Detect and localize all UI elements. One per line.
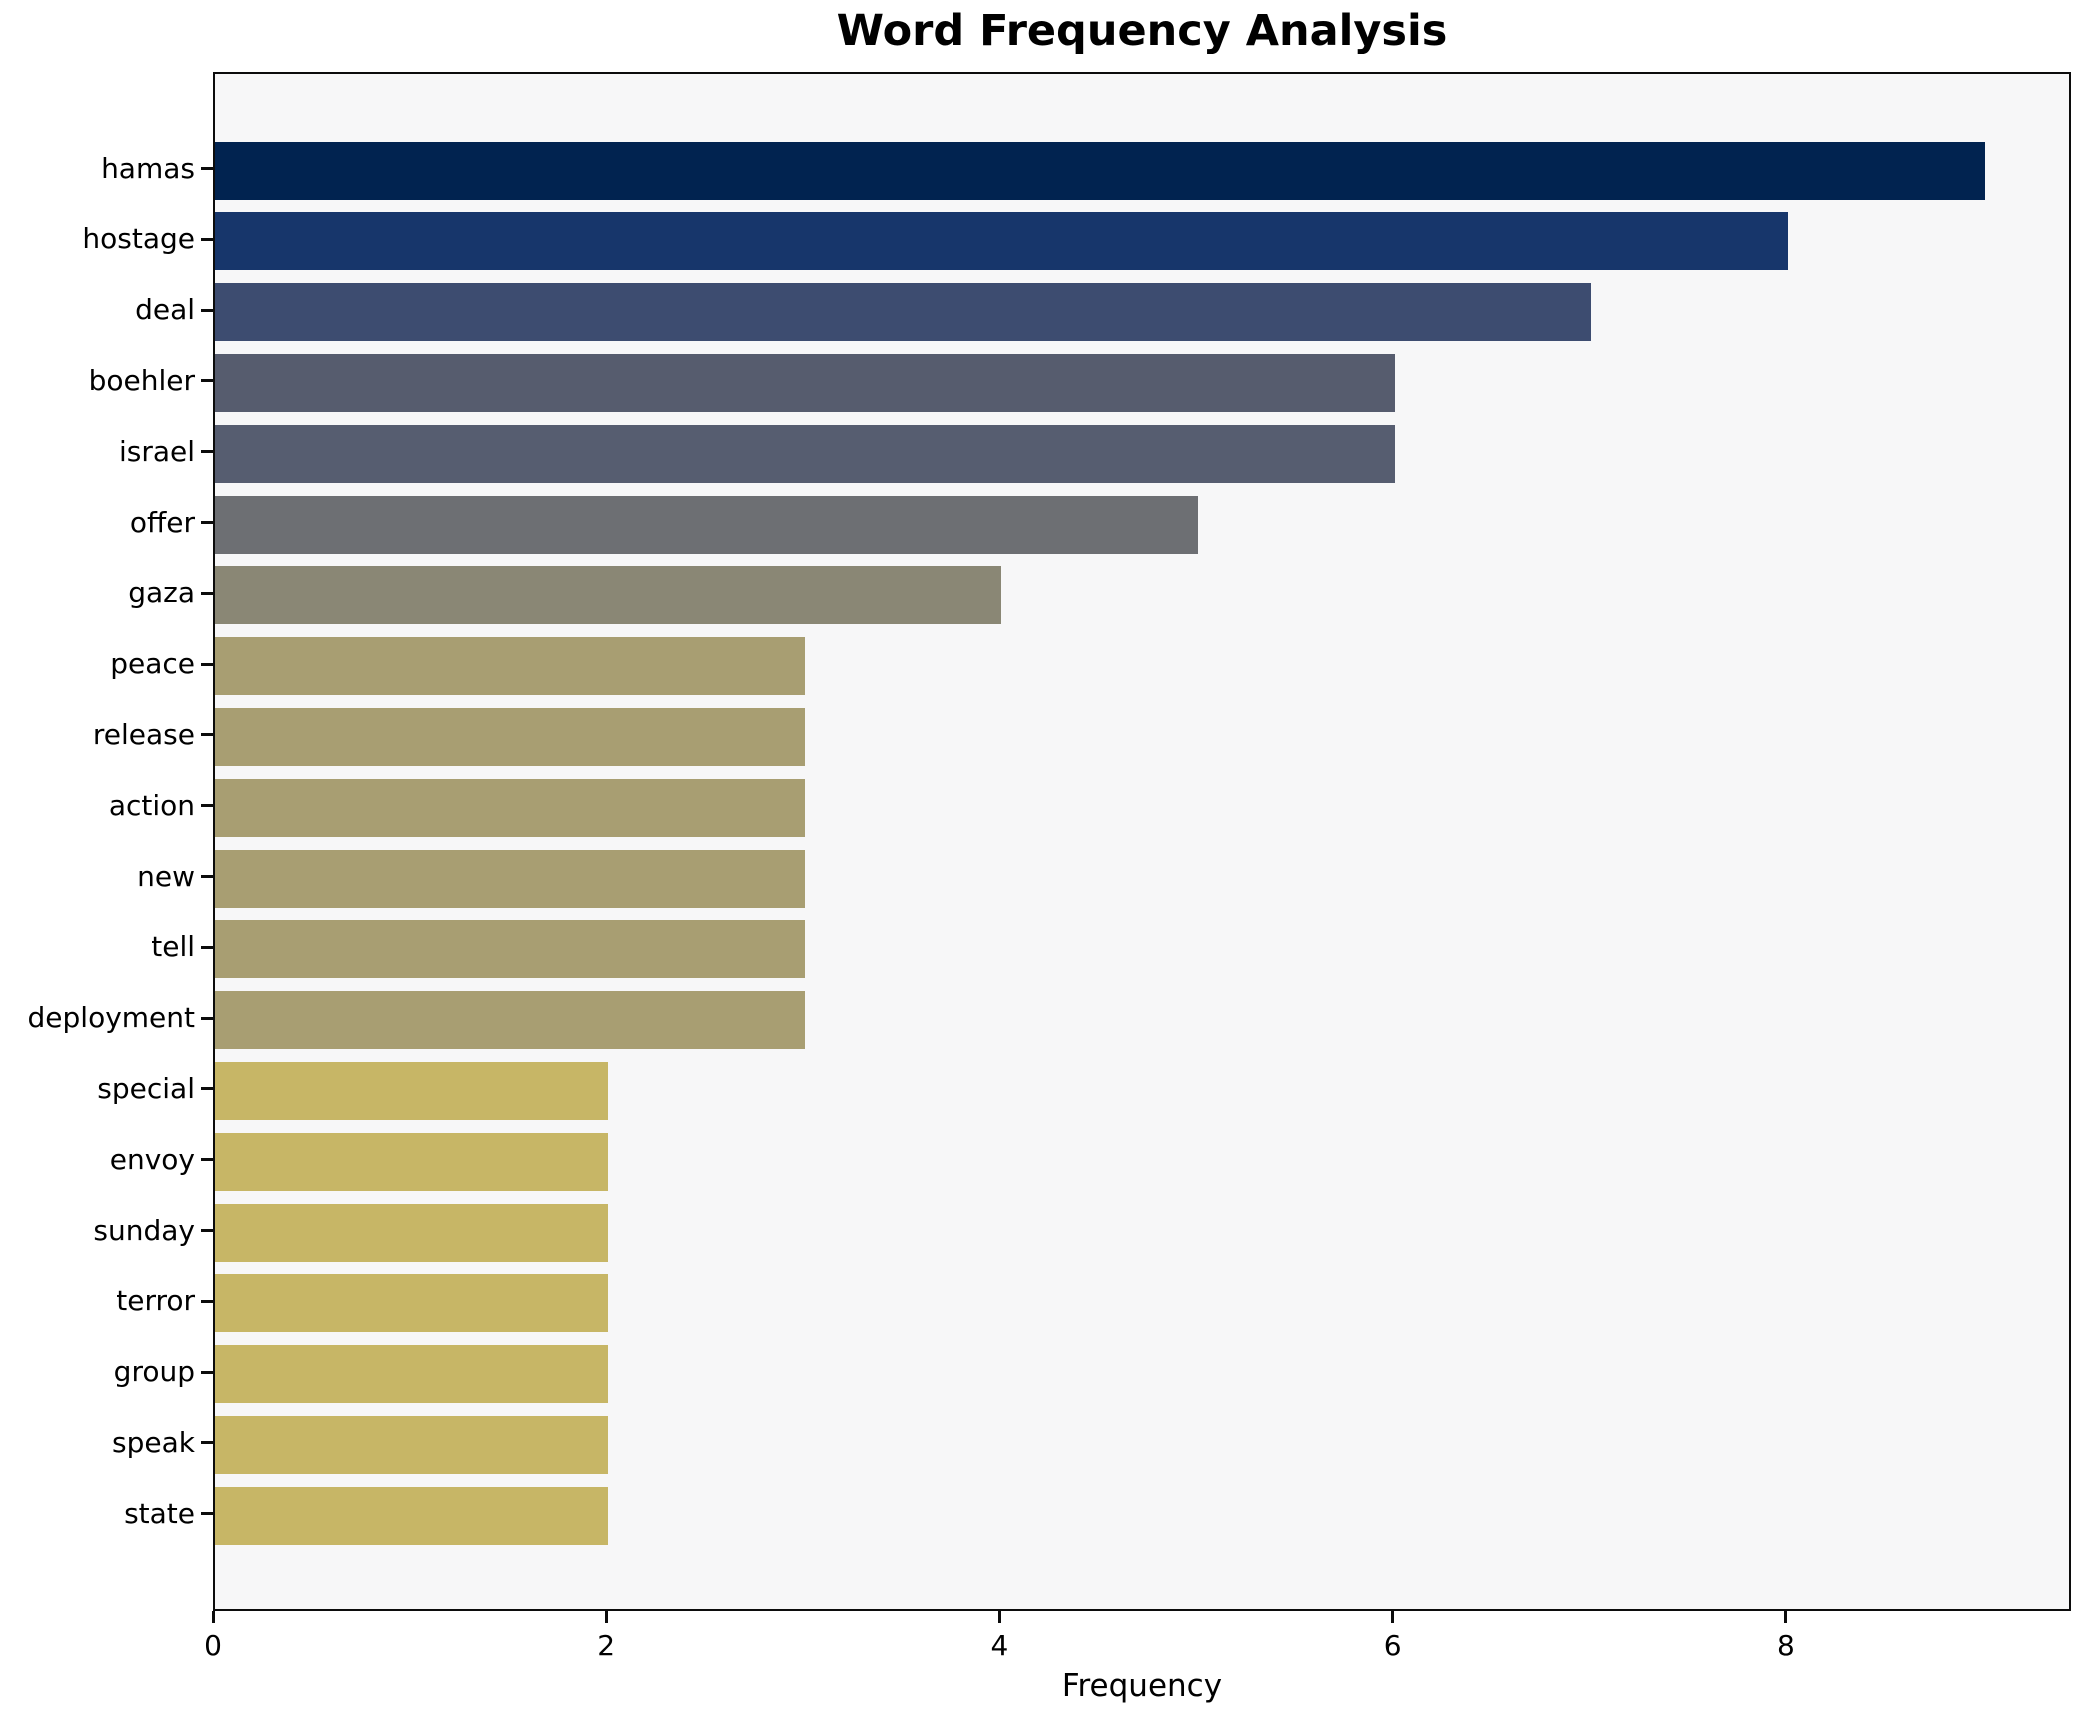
y-axis-label: group bbox=[113, 1355, 195, 1389]
bar-gaza bbox=[215, 566, 1002, 625]
x-tick-label: 8 bbox=[1776, 1629, 1795, 1662]
bar-deployment bbox=[215, 991, 805, 1050]
bar-new bbox=[215, 849, 805, 908]
bar-tell bbox=[215, 920, 805, 979]
bar-israel bbox=[215, 424, 1395, 483]
y-tick bbox=[201, 1229, 213, 1232]
y-tick bbox=[201, 521, 213, 524]
y-tick bbox=[201, 662, 213, 666]
bar-state bbox=[215, 1486, 609, 1545]
y-tick bbox=[201, 875, 213, 878]
bar-hostage bbox=[215, 212, 1788, 271]
x-tick-label: 2 bbox=[597, 1629, 616, 1662]
bar-group bbox=[215, 1345, 609, 1404]
y-axis-label: speak bbox=[112, 1425, 195, 1459]
y-tick bbox=[201, 804, 213, 808]
y-axis-label: offer bbox=[129, 505, 195, 539]
y-tick bbox=[201, 167, 213, 170]
plot-area bbox=[213, 72, 2071, 1611]
y-tick bbox=[201, 450, 213, 454]
y-tick bbox=[201, 733, 213, 737]
y-tick bbox=[201, 1016, 213, 1020]
x-tick bbox=[211, 1611, 215, 1623]
y-tick bbox=[201, 1512, 213, 1516]
bar-deal bbox=[215, 283, 1592, 342]
y-axis-label: boehler bbox=[88, 363, 195, 397]
y-axis-label: hamas bbox=[101, 151, 195, 185]
y-axis-label: action bbox=[108, 788, 195, 822]
bar-release bbox=[215, 707, 805, 766]
bar-envoy bbox=[215, 1132, 609, 1191]
y-axis-label: new bbox=[137, 859, 195, 893]
y-axis-label: hostage bbox=[82, 222, 195, 256]
bar-terror bbox=[215, 1274, 609, 1333]
chart-title: Word Frequency Analysis bbox=[836, 6, 1448, 56]
bar-boehler bbox=[215, 353, 1395, 412]
y-tick bbox=[201, 1441, 213, 1445]
y-tick bbox=[201, 379, 213, 383]
bar-speak bbox=[215, 1415, 609, 1474]
x-tick bbox=[1391, 1611, 1395, 1623]
y-axis-label: deployment bbox=[27, 1001, 195, 1035]
bar-peace bbox=[215, 637, 805, 696]
y-axis-label: israel bbox=[118, 434, 195, 468]
y-tick bbox=[201, 237, 213, 241]
y-tick bbox=[201, 1370, 213, 1374]
y-axis-label: special bbox=[97, 1071, 195, 1105]
y-tick bbox=[201, 1299, 213, 1303]
bar-hamas bbox=[215, 141, 1985, 200]
x-tick bbox=[604, 1611, 608, 1623]
x-axis-title: Frequency bbox=[1061, 1668, 1223, 1704]
y-axis-label: state bbox=[124, 1496, 195, 1530]
y-tick bbox=[201, 1158, 213, 1162]
y-axis-label: terror bbox=[116, 1284, 195, 1318]
y-tick bbox=[201, 591, 213, 595]
bar-offer bbox=[215, 495, 1199, 554]
bar-sunday bbox=[215, 1203, 609, 1262]
y-axis-label: release bbox=[92, 717, 195, 751]
x-tick-label: 6 bbox=[1383, 1629, 1402, 1662]
y-axis-label: envoy bbox=[109, 1142, 195, 1176]
x-tick bbox=[997, 1611, 1001, 1623]
y-tick bbox=[201, 945, 213, 949]
y-axis-label: sunday bbox=[93, 1213, 195, 1247]
x-tick-label: 4 bbox=[990, 1629, 1009, 1662]
y-axis-label: deal bbox=[135, 293, 195, 327]
y-axis-label: gaza bbox=[128, 576, 195, 610]
y-tick bbox=[201, 308, 213, 312]
x-tick bbox=[1784, 1611, 1788, 1623]
bar-special bbox=[215, 1061, 609, 1120]
bar-action bbox=[215, 778, 805, 837]
y-tick bbox=[201, 1087, 213, 1091]
x-tick-label: 0 bbox=[204, 1629, 222, 1662]
y-axis-label: peace bbox=[110, 647, 195, 681]
y-axis-label: tell bbox=[151, 930, 195, 964]
